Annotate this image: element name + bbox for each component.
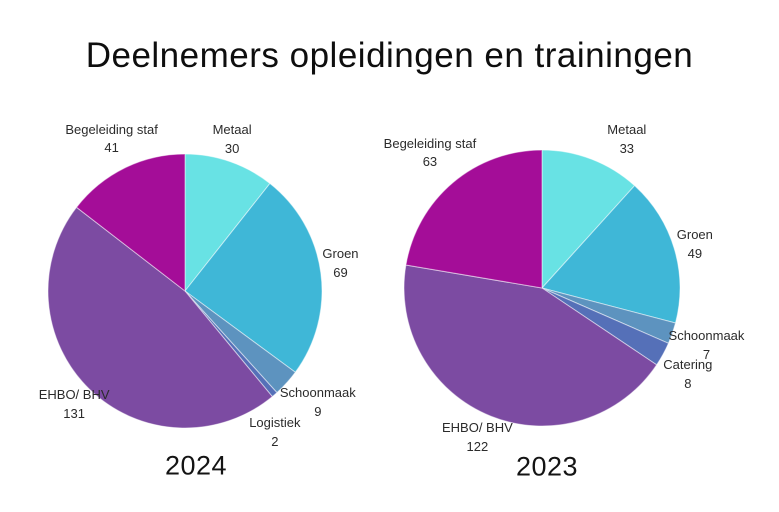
- pie-slice-metaal: [541, 149, 636, 290]
- pie-slice-ehbo-bhv: [47, 206, 273, 429]
- slice-label-name: Groen: [322, 246, 359, 262]
- slice-label-name: Schoonmaak: [668, 328, 745, 344]
- pie-slice-groen: [184, 182, 323, 373]
- year-caption-2023: 2023: [515, 451, 579, 482]
- pie-chart-2023: Metaal 33 Groen 49 Schoonmaak 7 Catering 8 EHBO/…: [384, 100, 779, 500]
- slice-label-groen: Groen 49: [677, 226, 713, 264]
- slice-label-value: 131: [63, 405, 85, 421]
- slice-label-value: 122: [466, 438, 489, 454]
- slice-label-name: Begeleiding staf: [383, 135, 477, 151]
- slice-label-name: Schoonmaak: [279, 384, 356, 400]
- pie-2024-svg: [47, 153, 323, 429]
- slice-label-catering: Catering 8: [663, 356, 712, 394]
- slice-label-value: 69: [333, 265, 348, 281]
- pie-2023-svg: [403, 149, 681, 427]
- slice-label-value: 33: [619, 141, 635, 157]
- pie-slice-metaal: [184, 153, 271, 293]
- slice-label-schoonmaak: Schoonmaak 7: [669, 328, 745, 366]
- slice-label-name: Logistiek: [249, 415, 301, 431]
- slice-label-ehbo-bhv: EHBO/ BHV 122: [442, 419, 513, 457]
- pie-slice-groen: [541, 184, 681, 324]
- slice-label-groen: Groen 69: [322, 245, 358, 283]
- slice-label-value: 49: [687, 245, 703, 261]
- slice-label-value: 30: [224, 141, 240, 157]
- slice-label-value: 2: [271, 434, 279, 450]
- slice-label-name: Metaal: [212, 122, 252, 138]
- slice-label-begeleiding-staf: Begeleiding staf 41: [65, 121, 158, 159]
- page-title: Deelnemers opleidingen en trainingen: [85, 36, 694, 75]
- pie-slice-ehbo-bhv: [403, 264, 658, 427]
- slice-label-value: 7: [702, 347, 711, 363]
- slice-label-name: Catering: [663, 356, 713, 372]
- slice-label-name: Groen: [676, 227, 713, 243]
- year-caption-2024: 2024: [164, 450, 228, 481]
- slice-label-name: EHBO/ BHV: [441, 419, 513, 435]
- slice-label-metaal: Metaal 30: [213, 122, 252, 160]
- slice-label-name: EHBO/ BHV: [38, 387, 110, 403]
- pie-slice-begeleiding-staf: [75, 153, 186, 293]
- slice-label-ehbo-bhv: EHBO/ BHV 131: [39, 386, 110, 424]
- pie-slice-begeleiding-staf: [405, 149, 543, 289]
- slice-label-begeleiding-staf: Begeleiding staf 63: [384, 135, 477, 173]
- slice-label-value: 9: [314, 403, 322, 419]
- pie-chart-2024: Metaal 30 Groen 69 Schoonmaak 9 Logistiek 2 EHBO…: [0, 100, 390, 500]
- slice-label-value: 8: [684, 375, 692, 391]
- slice-label-metaal: Metaal 33: [607, 122, 646, 160]
- slice-label-value: 63: [422, 154, 438, 170]
- slice-label-schoonmaak: Schoonmaak 9: [280, 384, 356, 422]
- slice-label-logistiek: Logistiek 2: [249, 415, 300, 453]
- slice-label-name: Metaal: [607, 122, 647, 138]
- slice-label-value: 41: [104, 140, 119, 156]
- slice-label-name: Begeleiding staf: [65, 121, 158, 137]
